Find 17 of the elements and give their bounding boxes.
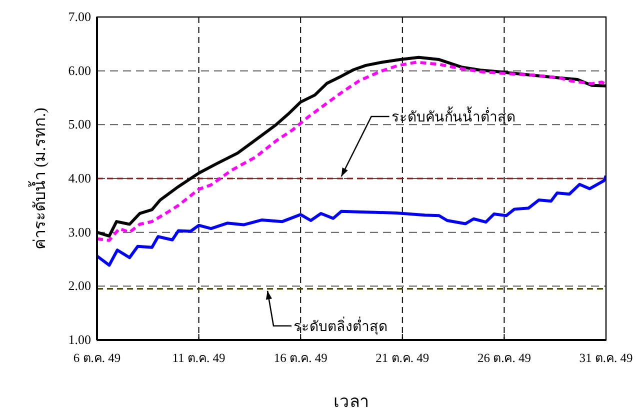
y-tick-label: 5.00 bbox=[68, 116, 91, 132]
y-tick-label: 4.00 bbox=[68, 170, 91, 186]
y-tick-label: 6.00 bbox=[68, 62, 91, 78]
x-tick-label: 11 ต.ค. 49 bbox=[172, 351, 226, 365]
y-tick-label: 2.00 bbox=[68, 278, 91, 294]
x-tick-label: 31 ต.ค. 49 bbox=[579, 351, 633, 365]
x-tick-label: 6 ต.ค. 49 bbox=[73, 351, 121, 365]
ref-line-label: ระดับคันกั้นน้ำต่ำสุด bbox=[391, 106, 516, 126]
y-tick-label: 7.00 bbox=[68, 9, 91, 24]
x-tick-label: 26 ต.ค. 49 bbox=[477, 351, 531, 365]
y-tick-label: 3.00 bbox=[68, 224, 91, 240]
ref-line-label: ระดับตลิ่งต่ำสุด bbox=[294, 316, 388, 335]
x-tick-label: 16 ต.ค. 49 bbox=[274, 351, 328, 365]
y-axis-title: ค่าระดับน้ำ (ม.รทก.) bbox=[28, 108, 49, 250]
x-axis-title: เวลา bbox=[334, 392, 370, 411]
y-tick-label: 1.00 bbox=[68, 332, 91, 347]
x-tick-label: 21 ต.ค. 49 bbox=[376, 351, 430, 365]
